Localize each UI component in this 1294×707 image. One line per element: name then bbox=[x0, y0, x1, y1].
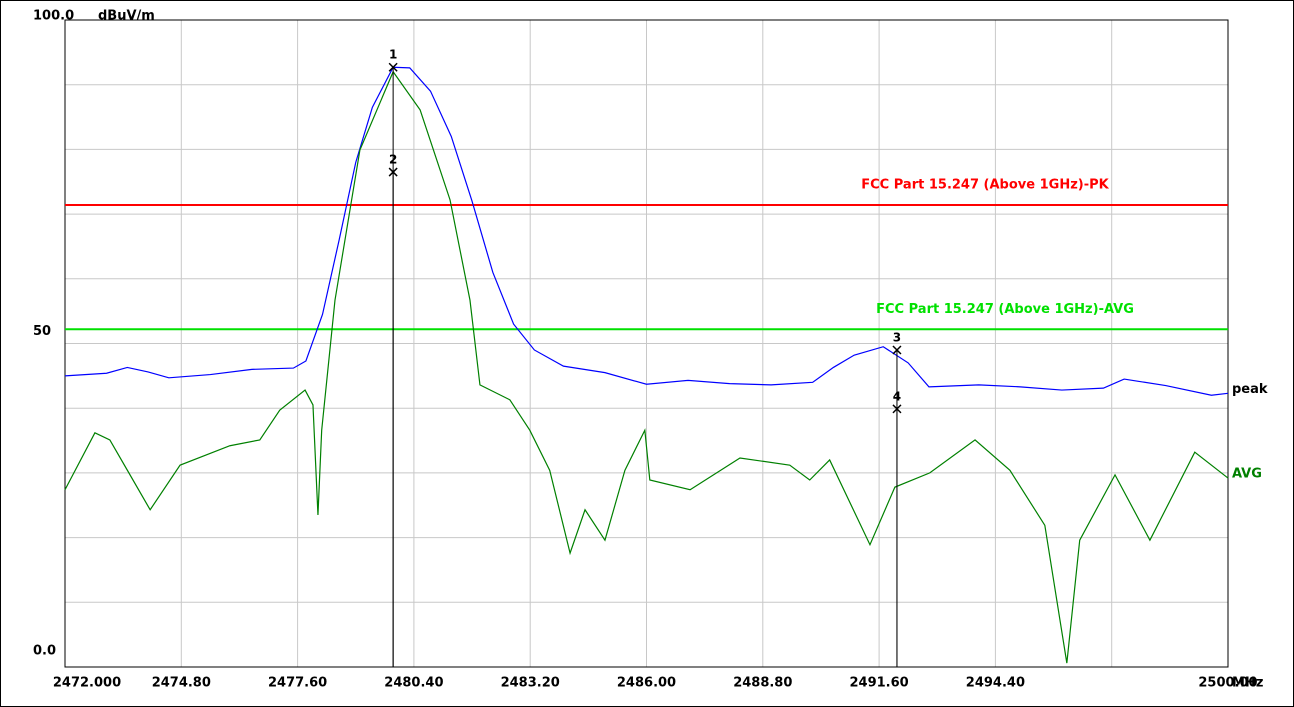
x-tick-label: 2486.00 bbox=[617, 676, 676, 691]
x-tick-label: 2488.80 bbox=[733, 676, 792, 691]
limit-label: FCC Part 15.247 (Above 1GHz)-PK bbox=[861, 178, 1109, 193]
y-tick-label: 100.0 bbox=[33, 9, 74, 24]
y-axis-label: dBuV/m bbox=[98, 9, 155, 24]
x-axis-label: MHz bbox=[1232, 676, 1263, 691]
x-tick-label: 2483.20 bbox=[501, 676, 560, 691]
marker-cross bbox=[892, 404, 902, 414]
marker-label: 1 bbox=[389, 48, 397, 62]
marker-cross bbox=[892, 345, 902, 355]
plot-area bbox=[64, 19, 1229, 668]
trace bbox=[64, 66, 1229, 396]
x-tick-label: 2491.60 bbox=[849, 676, 908, 691]
marker-label: 4 bbox=[893, 389, 901, 403]
y-tick-label: 50 bbox=[33, 324, 51, 339]
limit-label: FCC Part 15.247 (Above 1GHz)-AVG bbox=[876, 302, 1134, 317]
marker-cross bbox=[388, 167, 398, 177]
marker-cross bbox=[388, 62, 398, 72]
x-tick-label: 2480.40 bbox=[384, 676, 443, 691]
trace-label: peak bbox=[1232, 382, 1268, 397]
x-tick-label: 2477.60 bbox=[268, 676, 327, 691]
trace bbox=[64, 70, 1229, 664]
x-tick-label: 2494.40 bbox=[966, 676, 1025, 691]
x-tick-label: 2474.80 bbox=[152, 676, 211, 691]
x-tick-label: 2500.00 bbox=[1198, 676, 1257, 691]
y-tick-label: 0.0 bbox=[33, 644, 56, 659]
marker-label: 3 bbox=[893, 330, 901, 344]
trace-label: AVG bbox=[1232, 467, 1262, 482]
x-tick-label: 2472.000 bbox=[53, 676, 121, 691]
marker-label: 2 bbox=[389, 153, 397, 167]
